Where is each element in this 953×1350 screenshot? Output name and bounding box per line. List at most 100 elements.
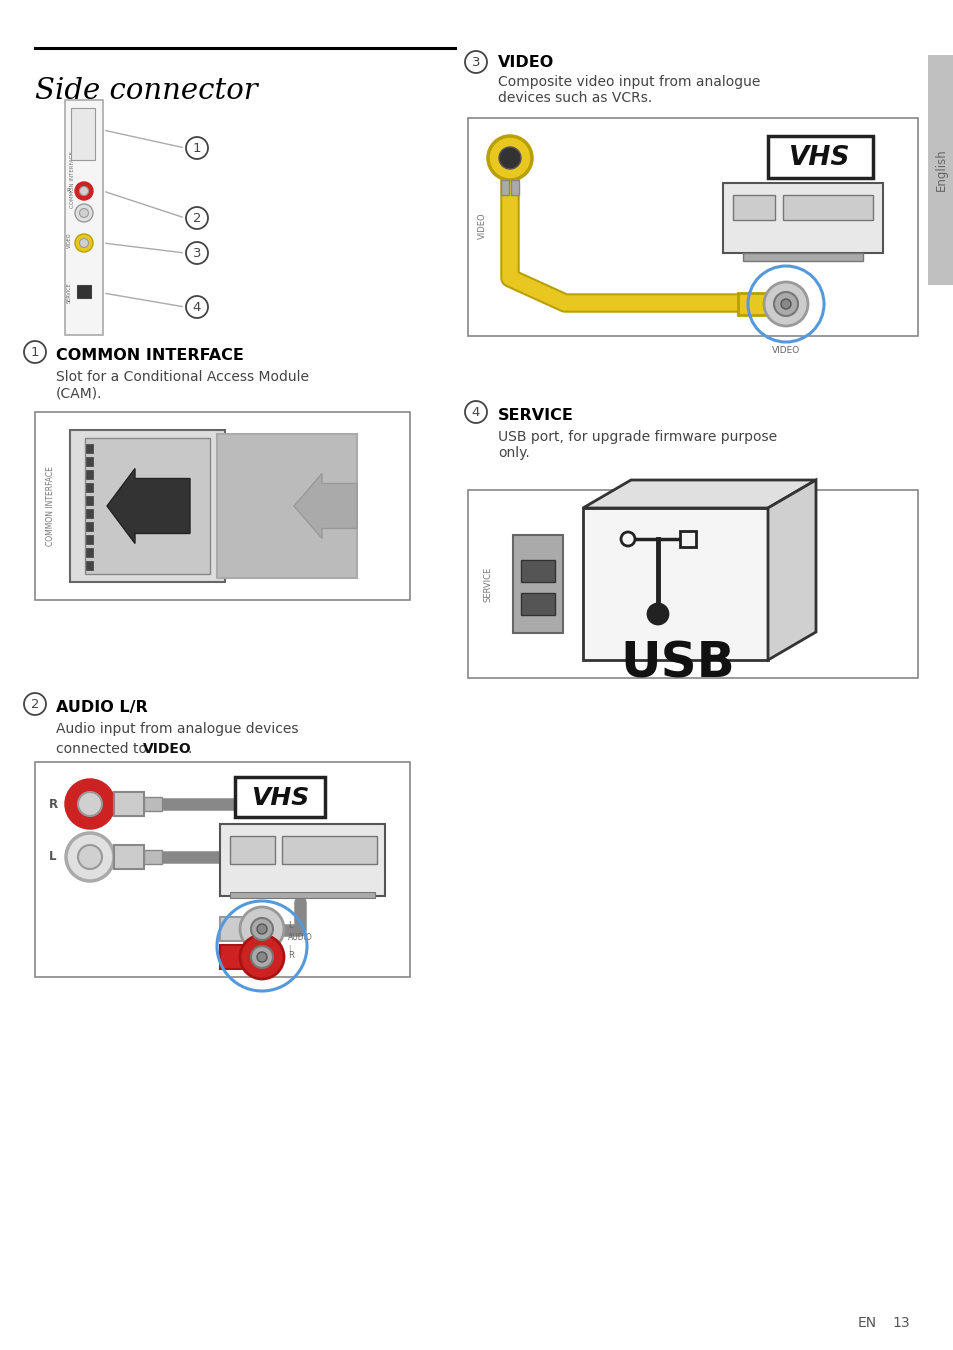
- Text: EN: EN: [857, 1316, 876, 1330]
- Text: English: English: [934, 148, 946, 192]
- Bar: [513, 535, 562, 633]
- Text: R: R: [49, 798, 57, 810]
- Bar: [782, 194, 872, 220]
- Circle shape: [240, 907, 284, 950]
- Text: Composite video input from analogue
devices such as VCRs.: Composite video input from analogue devi…: [497, 76, 760, 105]
- Circle shape: [66, 833, 113, 882]
- Text: 3: 3: [193, 247, 201, 261]
- Bar: [86, 509, 92, 518]
- Text: USB port, for upgrade firmware purpose
only.: USB port, for upgrade firmware purpose o…: [497, 431, 777, 460]
- Bar: [468, 117, 917, 336]
- Circle shape: [78, 845, 102, 869]
- Bar: [216, 433, 356, 578]
- Text: SERVICE: SERVICE: [483, 567, 492, 602]
- Text: Side connector: Side connector: [35, 77, 257, 105]
- Text: .: .: [188, 743, 193, 756]
- Bar: [86, 522, 92, 531]
- Bar: [738, 293, 782, 315]
- Circle shape: [256, 952, 267, 963]
- Circle shape: [79, 239, 89, 247]
- Circle shape: [75, 234, 92, 252]
- Bar: [86, 444, 92, 454]
- Circle shape: [773, 292, 797, 316]
- Bar: [230, 892, 375, 898]
- Bar: [86, 495, 92, 505]
- Bar: [742, 252, 862, 261]
- Bar: [144, 796, 162, 811]
- Bar: [220, 945, 254, 969]
- Text: R: R: [67, 189, 71, 193]
- Bar: [113, 792, 144, 815]
- Bar: [220, 917, 254, 941]
- Text: VIDEO: VIDEO: [67, 232, 71, 248]
- Bar: [35, 412, 410, 599]
- Bar: [86, 562, 92, 570]
- Bar: [77, 285, 91, 298]
- Text: |: |: [288, 945, 290, 953]
- Bar: [679, 531, 696, 547]
- Text: Audio input from analogue devices: Audio input from analogue devices: [56, 722, 298, 736]
- Circle shape: [78, 792, 102, 815]
- Bar: [732, 194, 774, 220]
- Bar: [582, 508, 767, 660]
- Text: VHS: VHS: [251, 786, 309, 810]
- Text: 4: 4: [193, 301, 201, 315]
- Bar: [35, 761, 410, 977]
- Circle shape: [256, 923, 267, 934]
- Text: R: R: [288, 950, 294, 960]
- Text: USB: USB: [620, 640, 735, 688]
- Bar: [767, 136, 872, 178]
- Circle shape: [488, 136, 532, 180]
- Bar: [230, 836, 274, 864]
- Bar: [65, 100, 103, 335]
- Bar: [71, 108, 95, 161]
- Bar: [86, 548, 92, 558]
- Bar: [500, 180, 509, 194]
- Text: VIDEO: VIDEO: [143, 743, 192, 756]
- Text: AUDIO: AUDIO: [288, 933, 313, 941]
- Text: connected to: connected to: [56, 743, 152, 756]
- Text: Slot for a Conditional Access Module
(CAM).: Slot for a Conditional Access Module (CA…: [56, 370, 309, 400]
- Text: SERVICE: SERVICE: [67, 282, 71, 304]
- Circle shape: [763, 282, 807, 325]
- Text: 4: 4: [472, 406, 479, 418]
- Bar: [144, 850, 162, 864]
- Bar: [86, 535, 92, 544]
- Text: VIDEO: VIDEO: [477, 213, 486, 239]
- Text: 1: 1: [30, 346, 39, 359]
- Circle shape: [781, 298, 790, 309]
- Bar: [282, 836, 376, 864]
- Bar: [520, 593, 555, 616]
- Text: SERVICE: SERVICE: [497, 408, 574, 423]
- Circle shape: [251, 946, 273, 968]
- Text: AUDIO L/R: AUDIO L/R: [56, 701, 148, 716]
- Polygon shape: [582, 481, 815, 508]
- Circle shape: [240, 936, 284, 979]
- Text: 2: 2: [193, 212, 201, 225]
- Text: 3: 3: [471, 55, 479, 69]
- Bar: [70, 431, 225, 582]
- Text: COMMON INTERFACE: COMMON INTERFACE: [56, 348, 244, 363]
- Text: 1: 1: [193, 142, 201, 155]
- FancyArrow shape: [107, 468, 190, 544]
- Circle shape: [647, 603, 667, 624]
- Text: L: L: [288, 921, 293, 930]
- Bar: [234, 778, 325, 817]
- Circle shape: [251, 918, 273, 940]
- Text: 2: 2: [30, 698, 39, 711]
- Text: 13: 13: [891, 1316, 908, 1330]
- Bar: [520, 560, 555, 582]
- Text: L: L: [50, 850, 56, 864]
- Circle shape: [498, 147, 520, 169]
- Bar: [86, 470, 92, 479]
- Circle shape: [75, 182, 92, 200]
- Bar: [113, 845, 144, 869]
- FancyArrow shape: [294, 474, 356, 539]
- Circle shape: [79, 208, 89, 217]
- Bar: [468, 490, 917, 678]
- Text: COMMON INTERFACE: COMMON INTERFACE: [71, 151, 75, 208]
- Circle shape: [79, 186, 89, 196]
- Polygon shape: [767, 481, 815, 660]
- Text: COMMON INTERFACE: COMMON INTERFACE: [47, 466, 55, 545]
- Circle shape: [75, 204, 92, 221]
